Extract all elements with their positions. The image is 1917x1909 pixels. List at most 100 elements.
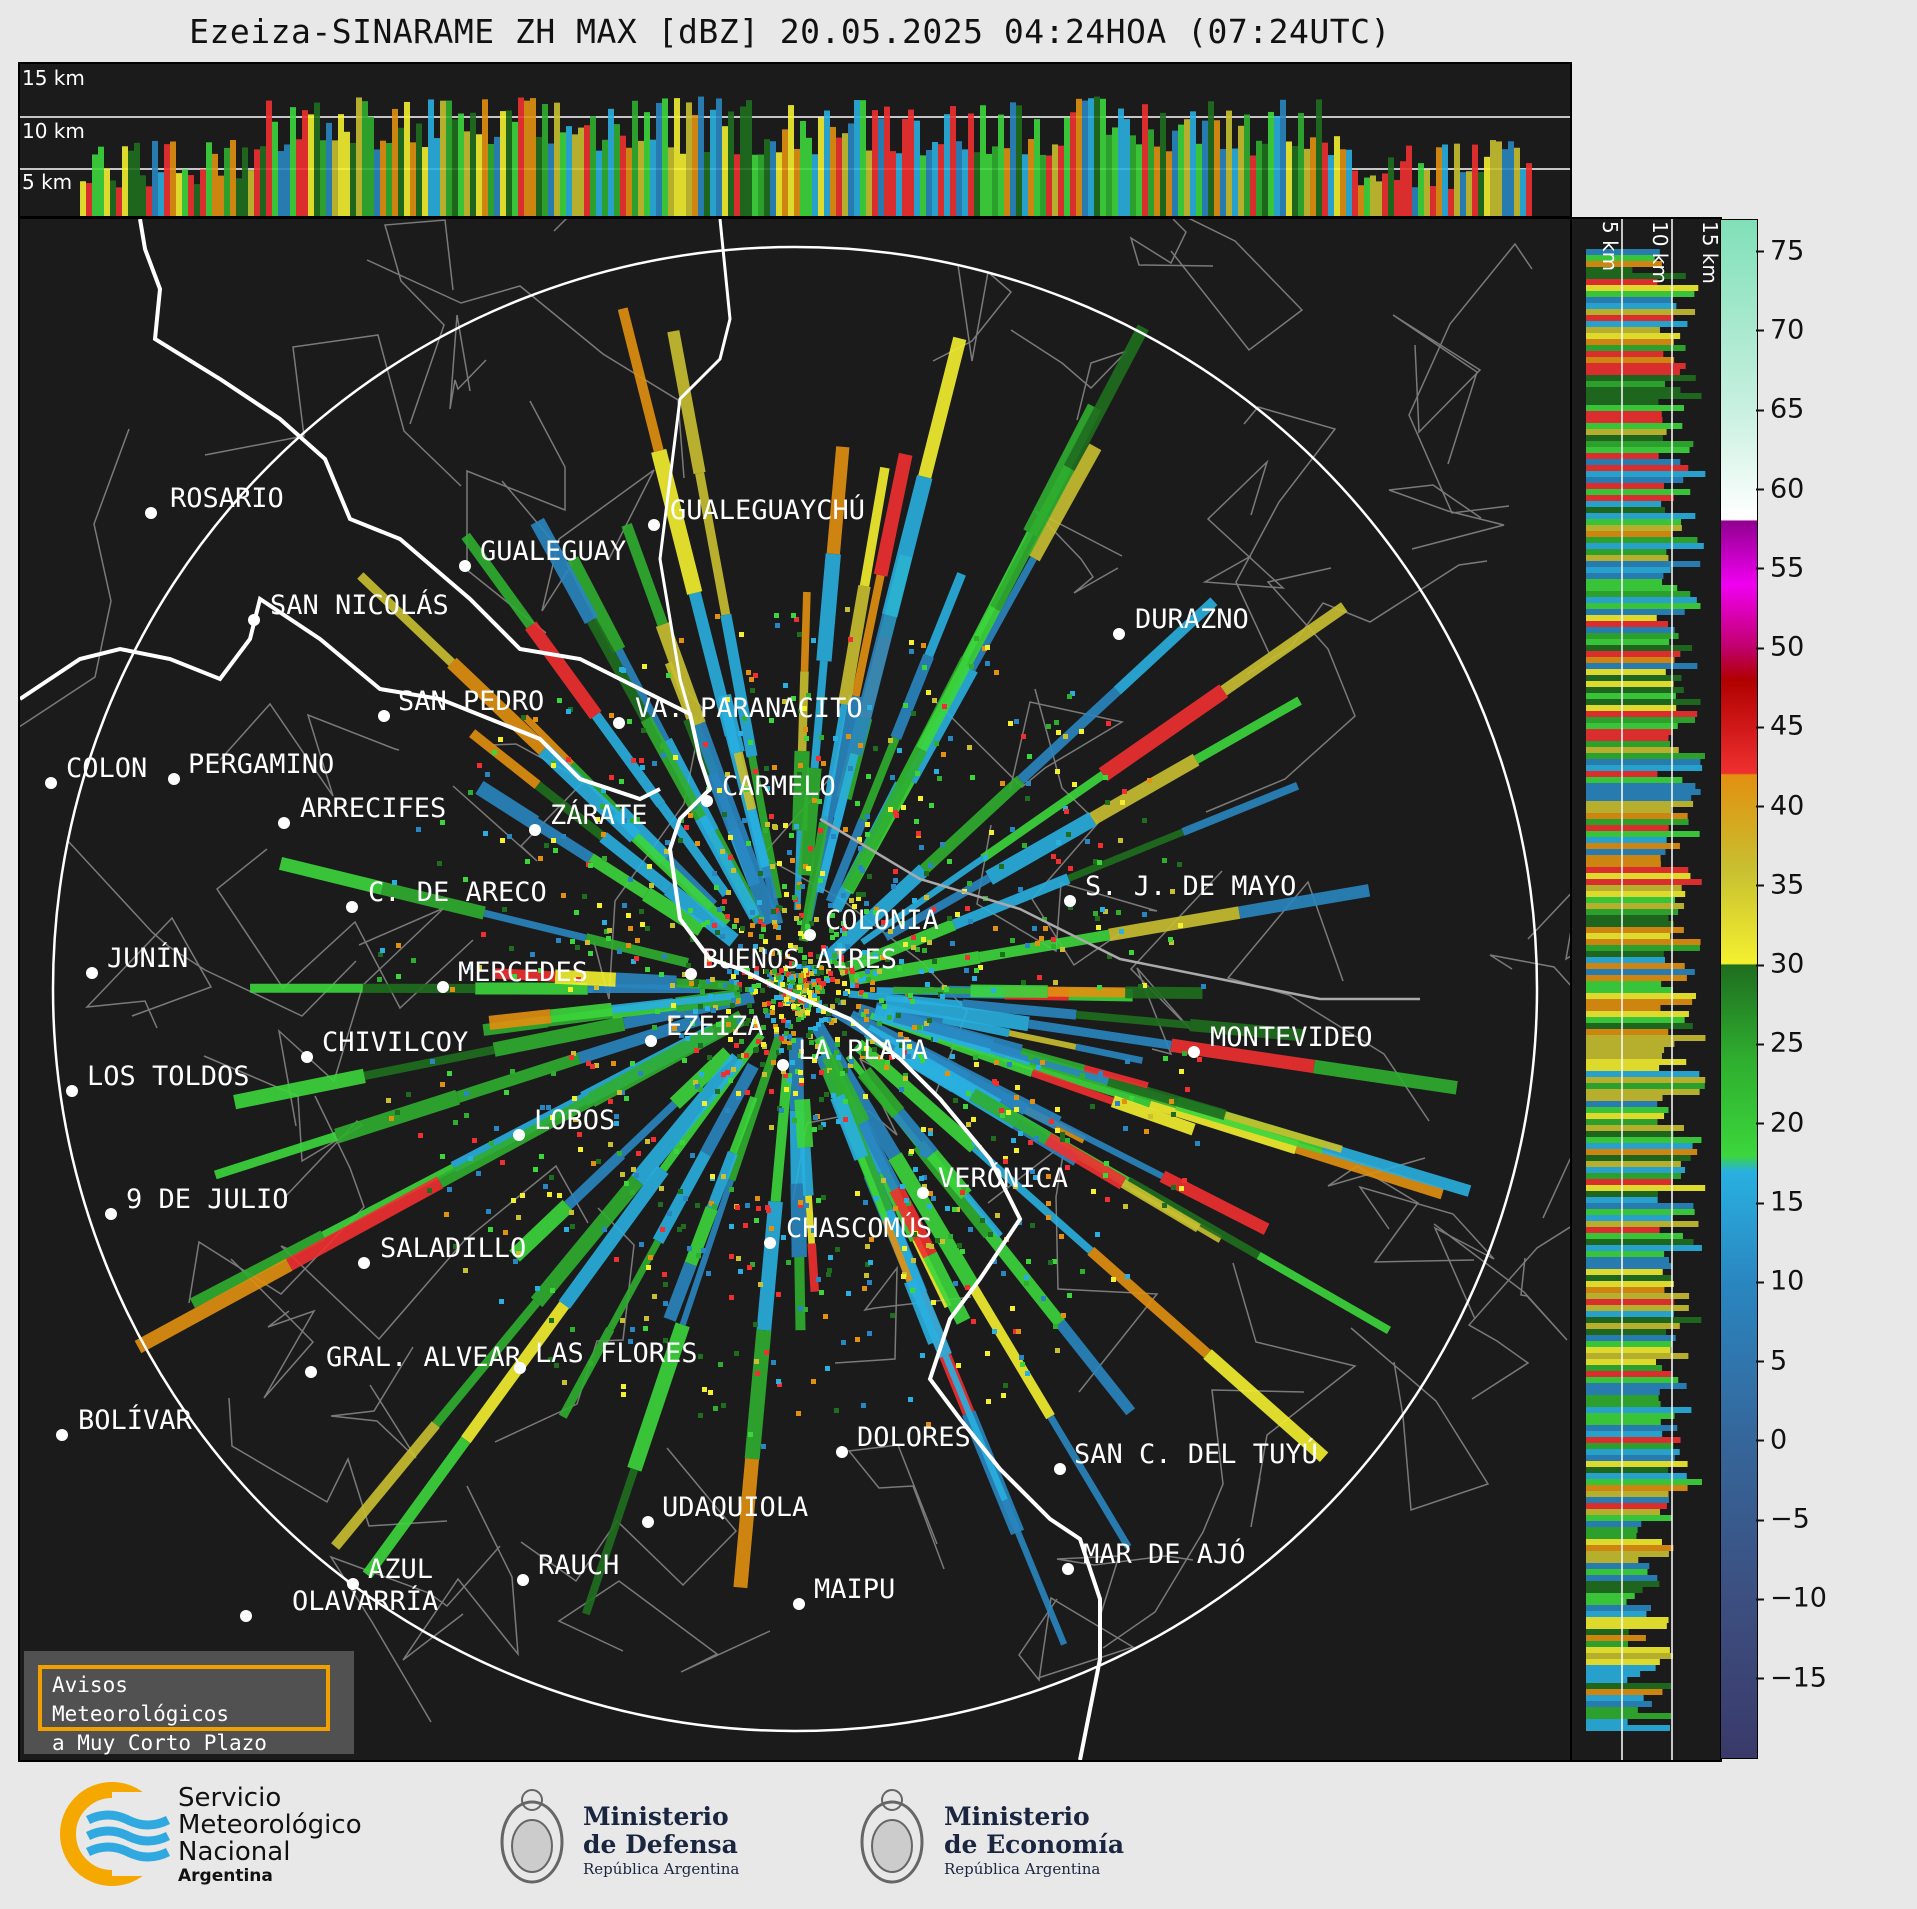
profile-column	[1412, 187, 1418, 216]
city-los-toldos[interactable]: LOS TOLDOS	[66, 1061, 250, 1097]
echo-pixel	[837, 943, 842, 948]
county-border	[228, 1397, 448, 1527]
echo-pixel	[698, 1413, 703, 1418]
city-rosario[interactable]: ROSARIO	[145, 483, 284, 519]
profile-column	[1058, 145, 1064, 216]
city-bol-var[interactable]: BOLÍVAR	[56, 1404, 193, 1441]
echo-pixel	[620, 1090, 625, 1095]
profile-row	[1586, 1551, 1669, 1557]
profile-column	[710, 109, 716, 216]
echo-pixel	[1003, 1383, 1008, 1388]
profile-row	[1586, 1509, 1661, 1515]
city-rauch[interactable]: RAUCH	[517, 1550, 619, 1586]
echo-pixel	[585, 940, 590, 945]
defensa-logo-text: Ministerio de Defensa República Argentin…	[583, 1803, 739, 1879]
profile-row	[1586, 483, 1664, 489]
profile-row	[1586, 1557, 1639, 1563]
profile-column	[236, 178, 242, 216]
profile-column	[806, 137, 812, 216]
echo-pixel	[570, 939, 575, 944]
notice-link[interactable]: Avisos Meteorológicos a Muy Corto Plazo	[38, 1665, 330, 1755]
profile-row	[1586, 1599, 1627, 1605]
city-colonia[interactable]: COLONIA	[804, 905, 939, 941]
city-las-flores[interactable]: LAS FLORES	[514, 1338, 698, 1374]
profile-column	[104, 168, 110, 216]
city-z-rate[interactable]: ZÁRATE	[529, 799, 648, 836]
echo-pixel	[533, 717, 538, 722]
echo-pixel	[406, 1092, 411, 1097]
echo-pixel	[799, 973, 804, 978]
city-montevideo[interactable]: MONTEVIDEO	[1188, 1022, 1373, 1058]
city-maipu[interactable]: MAIPU	[793, 1574, 895, 1610]
echo-pixel	[569, 1210, 574, 1215]
notice-box[interactable]: Avisos Meteorológicos a Muy Corto Plazo	[24, 1651, 354, 1755]
echo-pixel	[622, 818, 627, 823]
city-gral-alvear[interactable]: GRAL. ALVEAR	[305, 1342, 522, 1378]
city-la-plata[interactable]: LA PLATA	[777, 1035, 928, 1071]
echo-pixel	[721, 1072, 726, 1077]
echo-pixel	[779, 1108, 784, 1113]
city-durazno[interactable]: DURAZNO	[1113, 604, 1249, 640]
city-azul[interactable]: AZUL	[347, 1554, 433, 1590]
city-dolores[interactable]: DOLORES	[836, 1422, 971, 1458]
city-colon[interactable]: COLON	[45, 753, 147, 789]
city-ezeiza[interactable]: EZEIZA	[645, 1011, 764, 1047]
profile-row	[1586, 909, 1679, 915]
profile-row	[1586, 477, 1684, 483]
defensa-line-2: de Defensa	[583, 1830, 738, 1859]
city-san-pedro[interactable]: SAN PEDRO	[378, 686, 544, 722]
echo-pixel	[832, 953, 837, 958]
city-olavarr-a[interactable]: OLAVARRÍA	[240, 1585, 438, 1622]
city-arrecifes[interactable]: ARRECIFES	[278, 793, 446, 829]
echo-pixel	[761, 1025, 766, 1030]
profile-row	[1586, 327, 1660, 333]
county-border	[1170, 219, 1304, 352]
city-buenos-aires[interactable]: BUENOS AIRES	[685, 944, 897, 980]
city-udaquiola[interactable]: UDAQUIOLA	[642, 1492, 808, 1528]
echo-pixel	[773, 977, 778, 982]
city-saladillo[interactable]: SALADILLO	[358, 1233, 526, 1269]
echo-pixel	[867, 874, 872, 879]
echo-pixel	[868, 1260, 873, 1265]
city-carmelo[interactable]: CARMELO	[701, 771, 836, 807]
city-chascom-s[interactable]: CHASCOMÚS	[764, 1212, 932, 1249]
city-9-de-julio[interactable]: 9 DE JULIO	[105, 1184, 289, 1220]
echo-pixel	[815, 996, 820, 1001]
city-san-nicol-s[interactable]: SAN NICOLÁS	[248, 589, 449, 626]
profile-column	[824, 110, 830, 216]
city-s-j-de-mayo[interactable]: S. J. DE MAYO	[1064, 871, 1296, 907]
city-lobos[interactable]: LOBOS	[513, 1105, 615, 1141]
city-pergamino[interactable]: PERGAMINO	[168, 749, 334, 785]
echo-pixel	[848, 637, 853, 642]
echo-pixel	[594, 985, 599, 990]
profile-row	[1586, 1527, 1638, 1533]
city-va-paranacito[interactable]: VA. PARANACITO	[613, 693, 863, 729]
city-ver-nica[interactable]: VERÓNICA	[917, 1162, 1068, 1199]
city-mercedes[interactable]: MERCEDES	[437, 957, 588, 993]
echo-pixel	[396, 943, 401, 948]
city-san-c-del-tuy-[interactable]: SAN C. DEL TUYÚ	[1054, 1438, 1318, 1475]
colorbar-tick: 25	[1755, 1028, 1804, 1059]
echo-pixel	[897, 966, 902, 971]
echo-pixel	[702, 1101, 707, 1106]
radar-map[interactable]: ROSARIO GUALEGUAYCHÚ GUALEGUAY SAN NICOLÁS D…	[18, 217, 1572, 1762]
echo-beam	[951, 873, 1071, 930]
city-chivilcoy[interactable]: CHIVILCOY	[301, 1027, 468, 1063]
echo-pixel	[986, 1399, 991, 1404]
echo-pixel	[754, 966, 759, 971]
echo-pixel	[755, 1371, 760, 1376]
city-gualeguay[interactable]: GUALEGUAY	[459, 536, 626, 572]
echo-pixel	[1011, 1138, 1016, 1143]
city-gualeguaych-[interactable]: GUALEGUAYCHÚ	[648, 494, 865, 531]
city-c-de-areco[interactable]: C. DE ARECO	[346, 877, 547, 913]
profile-column	[938, 144, 944, 216]
echo-pixel	[766, 1001, 771, 1006]
city-label: GRAL. ALVEAR	[326, 1342, 522, 1373]
echo-pixel	[693, 982, 698, 987]
profile-row	[1586, 1671, 1641, 1677]
echo-pixel	[601, 832, 606, 837]
city-jun-n[interactable]: JUNÍN	[86, 942, 188, 979]
profile-column	[1178, 124, 1184, 216]
city-mar-de-aj-[interactable]: MAR DE AJÓ	[1062, 1538, 1246, 1575]
echo-beam	[1126, 1176, 1261, 1260]
